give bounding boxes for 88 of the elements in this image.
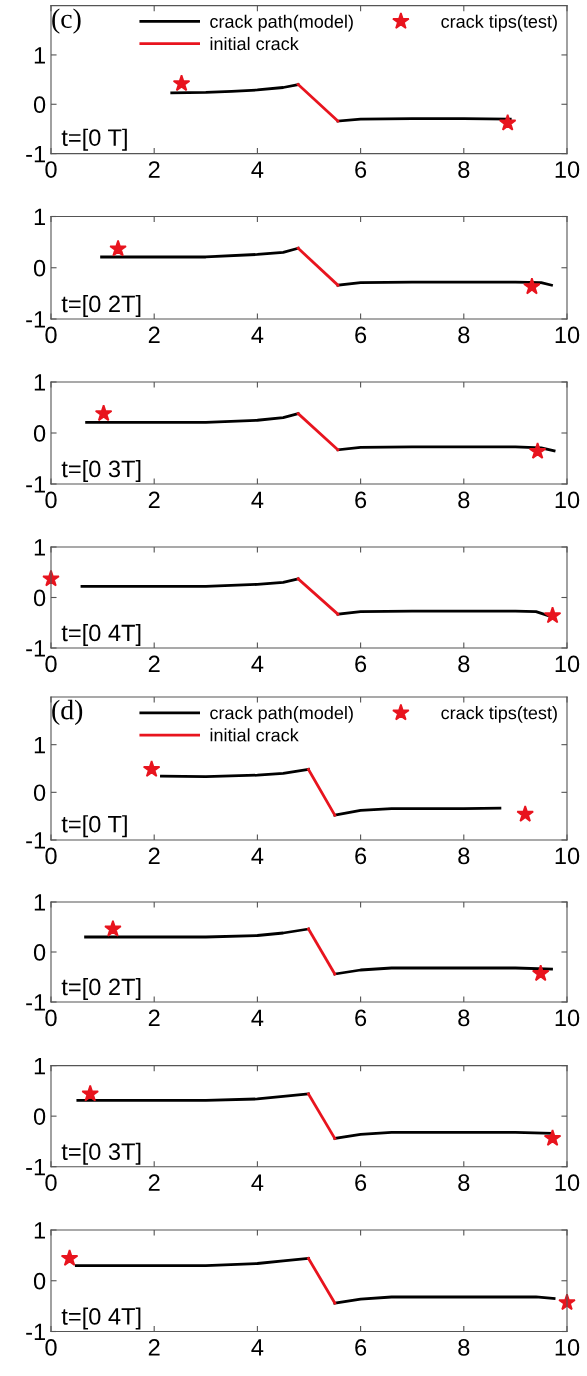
y-tick-label: -1 [26, 832, 45, 849]
x-tick-label: 0 [45, 161, 57, 178]
y-tick-label: -1 [26, 1159, 45, 1176]
y-tick-label: 1 [34, 1057, 45, 1075]
annotation: t=[0 3T] [61, 459, 141, 482]
x-tick-label: 6 [355, 847, 367, 865]
x-tick-label: 4 [251, 1339, 264, 1356]
x-tick-label: 4 [251, 491, 264, 509]
annotation: t=[0 T] [61, 815, 127, 838]
x-tick-label: 6 [355, 655, 367, 673]
annotation: t=[0 4T] [61, 1307, 141, 1330]
x-tick-label: 4 [251, 1009, 264, 1027]
x-tick-label: 6 [355, 491, 367, 509]
x-tick-label: 6 [355, 1174, 367, 1191]
x-tick-label: 6 [355, 161, 367, 178]
x-tick-label: 2 [148, 655, 160, 673]
x-tick-label: 8 [458, 161, 470, 178]
x-tick-label: 4 [251, 847, 264, 865]
x-tick-label: 2 [148, 161, 160, 178]
x-tick-label: 0 [45, 1009, 57, 1027]
y-tick-label: 0 [33, 784, 46, 802]
y-tick-label: -1 [26, 311, 45, 328]
x-tick-label: 10 [555, 161, 580, 178]
x-tick-label: 10 [555, 1339, 580, 1356]
y-tick-label: 0 [33, 96, 46, 114]
y-tick-label: 1 [34, 47, 45, 64]
x-tick-label: 0 [45, 326, 57, 344]
y-tick-label: 1 [34, 894, 45, 911]
x-tick-label: 8 [458, 847, 470, 865]
y-tick-label: -1 [26, 145, 45, 163]
y-tick-label: 0 [33, 1272, 46, 1290]
x-tick-label: 2 [148, 326, 160, 344]
y-tick-label: 1 [34, 1222, 45, 1239]
annotation: t=[0 2T] [61, 294, 141, 317]
y-tick-label: 0 [33, 1108, 46, 1125]
legend-label: initial crack [210, 728, 299, 742]
x-tick-label: 8 [458, 1339, 470, 1356]
x-tick-label: 8 [458, 491, 470, 509]
x-tick-label: 0 [45, 1174, 57, 1191]
x-tick-label: 0 [45, 655, 57, 673]
x-tick-label: 6 [355, 1339, 367, 1356]
x-tick-label: 8 [458, 1009, 470, 1027]
x-tick-label: 10 [555, 655, 580, 673]
x-tick-label: 0 [45, 491, 57, 509]
x-tick-label: 10 [555, 1009, 580, 1027]
x-tick-label: 8 [458, 655, 470, 673]
x-tick-label: 6 [355, 326, 367, 344]
legend-label: crack path(model) [210, 14, 353, 32]
x-tick-label: 0 [45, 1339, 57, 1356]
annotation: (d) [52, 699, 83, 726]
x-tick-label: 10 [555, 1174, 580, 1191]
annotation: t=[0 2T] [61, 977, 141, 1000]
y-tick-label: -1 [26, 1323, 45, 1341]
x-tick-label: 4 [251, 326, 264, 344]
x-tick-label: 2 [148, 1009, 160, 1027]
y-tick-label: 1 [34, 736, 45, 754]
x-tick-label: 0 [45, 847, 57, 865]
annotation: t=[0 T] [61, 128, 127, 151]
legend-label: initial crack [210, 36, 299, 51]
y-tick-label: 0 [33, 425, 46, 442]
x-tick-label: 4 [251, 655, 264, 673]
legend-label: crack tips(test) [441, 14, 557, 32]
y-tick-label: -1 [26, 640, 45, 657]
y-tick-label: 1 [34, 374, 45, 391]
annotation: (c) [52, 8, 81, 34]
x-tick-label: 10 [555, 491, 580, 509]
x-tick-label: 8 [458, 326, 470, 344]
y-tick-label: 1 [34, 539, 45, 556]
x-tick-label: 4 [251, 1174, 264, 1191]
x-tick-label: 10 [555, 847, 580, 865]
x-tick-label: 6 [355, 1009, 367, 1027]
y-tick-label: 0 [33, 589, 46, 607]
y-tick-label: -1 [26, 994, 45, 1011]
y-tick-label: 0 [33, 259, 46, 277]
y-tick-label: -1 [26, 476, 45, 493]
x-tick-label: 2 [148, 1339, 160, 1356]
legend-label: crack path(model) [210, 706, 353, 723]
x-tick-label: 2 [148, 1174, 160, 1191]
annotation: t=[0 3T] [61, 1142, 141, 1165]
legend-label: crack tips(test) [441, 706, 557, 723]
annotation: t=[0 4T] [61, 623, 141, 646]
y-tick-label: 1 [34, 208, 45, 226]
x-tick-label: 8 [458, 1174, 470, 1191]
y-tick-label: 0 [33, 944, 46, 961]
x-tick-label: 10 [555, 326, 580, 344]
x-tick-label: 2 [148, 847, 160, 865]
x-tick-label: 2 [148, 491, 160, 509]
x-tick-label: 4 [251, 161, 264, 178]
